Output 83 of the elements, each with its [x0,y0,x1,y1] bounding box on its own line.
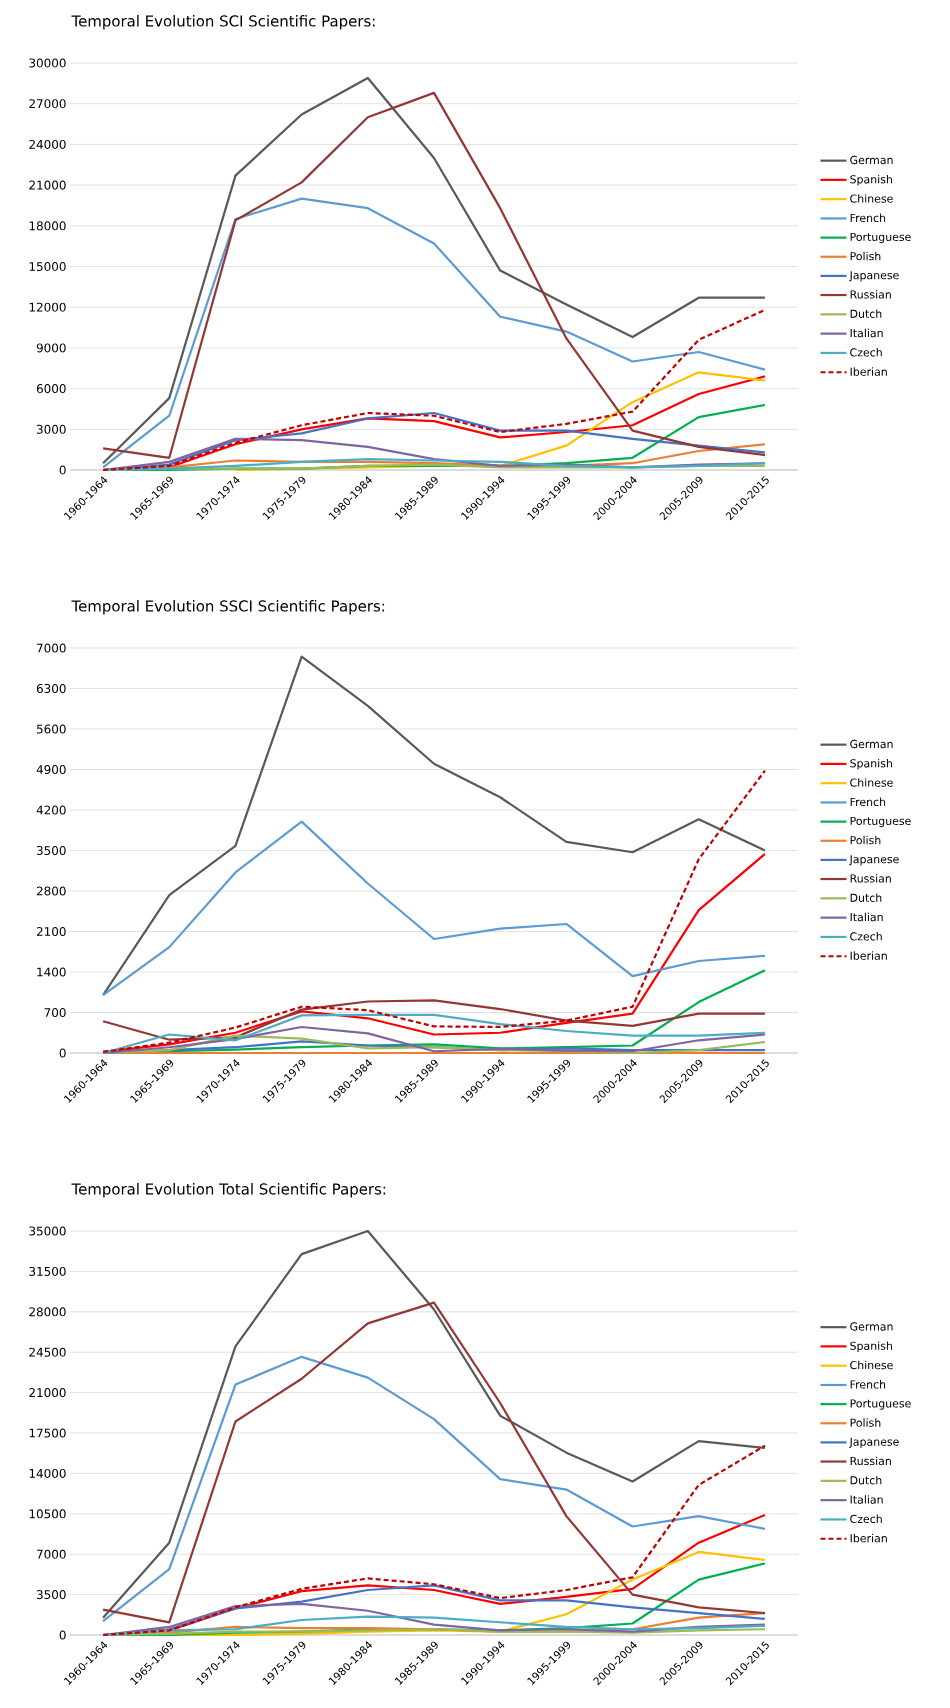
legend-label: French [850,213,886,223]
legend-label: Spanish [850,174,892,186]
line-series [101,820,767,997]
y-tick-label: 15000 [29,261,66,272]
legend-label: Italian [850,912,883,922]
legend-label: Iberian [850,951,887,960]
y-tick-label: 6000 [36,384,66,394]
legend-label: Dutch [850,893,882,902]
line-series [101,1013,767,1055]
legend-label: Italian [850,1495,883,1504]
y-tick-label: 14000 [29,1468,66,1478]
chart-title: Temporal Evolution SCI Scientific Papers: [71,15,375,30]
legend-label: Russian [850,290,891,299]
legend-label: French [850,1380,886,1389]
y-tick-label: 24000 [29,139,66,149]
y-tick-label: 2100 [36,926,66,937]
legend-label: Russian [850,1456,891,1466]
legend-label: German [850,1322,893,1331]
y-tick-label: 5600 [36,724,66,734]
legend-label: Portuguese [850,816,911,828]
y-tick-label: 7000 [37,643,66,653]
y-tick-label: 2800 [36,886,66,896]
legend-label: Chinese [850,1360,893,1370]
chart-title: Temporal Evolution Total Scientific Papers: [71,1183,386,1198]
legend-label: Iberian [850,1533,887,1543]
line-series [101,655,767,997]
legend-label: Czech [850,932,882,941]
legend-label: Italian [850,328,883,338]
line-series [101,1229,767,1619]
legend-label: Portuguese [850,1399,911,1410]
legend-label: Polish [850,251,881,261]
y-tick-label: 18000 [29,221,66,231]
legend-label: Russian [850,874,891,883]
legend-label: Czech [850,348,882,357]
line-series [101,1355,767,1623]
y-tick-label: 27000 [29,99,66,109]
y-tick-label: 0 [59,1048,66,1058]
y-tick-label: 9000 [36,343,66,353]
y-tick-label: 12000 [29,302,66,312]
legend-label: Iberian [850,367,887,376]
y-tick-label: 6300 [36,683,66,694]
legend-label: Japanese [849,1437,899,1448]
line-series [101,308,767,472]
line-series [101,999,767,1041]
legend-label: French [850,797,886,807]
legend-label: German [850,155,893,165]
y-tick-label: 31500 [29,1266,66,1276]
y-tick-label: 0 [59,465,66,475]
legend-label: German [850,739,893,749]
legend-label: Spanish [850,1341,892,1353]
legend-label: Chinese [850,778,893,787]
legend-label: Chinese [850,194,893,203]
legend-label: Portuguese [850,232,911,244]
y-tick-label: 3000 [36,424,66,434]
y-tick-label: 24500 [29,1347,66,1357]
line-series [101,769,767,1053]
y-tick-label: 3500 [36,1590,66,1600]
y-tick-label: 1400 [37,967,66,977]
legend-label: Czech [850,1514,882,1524]
y-tick-label: 3500 [36,845,66,856]
y-tick-label: 21000 [29,180,66,190]
y-tick-label: 30000 [29,58,66,68]
legend-label: Dutch [850,309,882,318]
line-series [101,197,767,469]
y-tick-label: 700 [44,1007,66,1018]
y-tick-label: 17500 [29,1428,66,1438]
y-tick-label: 0 [59,1630,66,1640]
legend-label: Spanish [850,758,892,770]
legend-label: Dutch [850,1475,882,1485]
y-tick-label: 7000 [37,1549,66,1559]
legend-label: Japanese [849,271,899,282]
y-tick-label: 10500 [29,1509,66,1519]
y-tick-label: 35000 [29,1226,66,1236]
line-series [101,1301,767,1624]
legend-label: Polish [850,1418,881,1427]
y-tick-label: 4200 [36,805,66,815]
y-tick-label: 21000 [29,1388,66,1398]
y-tick-label: 28000 [29,1307,66,1317]
y-tick-label: 4900 [36,764,66,775]
chart-title: Temporal Evolution SSCI Scientific Papers: [71,600,385,615]
line-series [101,1444,767,1637]
legend-label: Japanese [849,855,899,866]
legend-label: Polish [850,835,881,845]
